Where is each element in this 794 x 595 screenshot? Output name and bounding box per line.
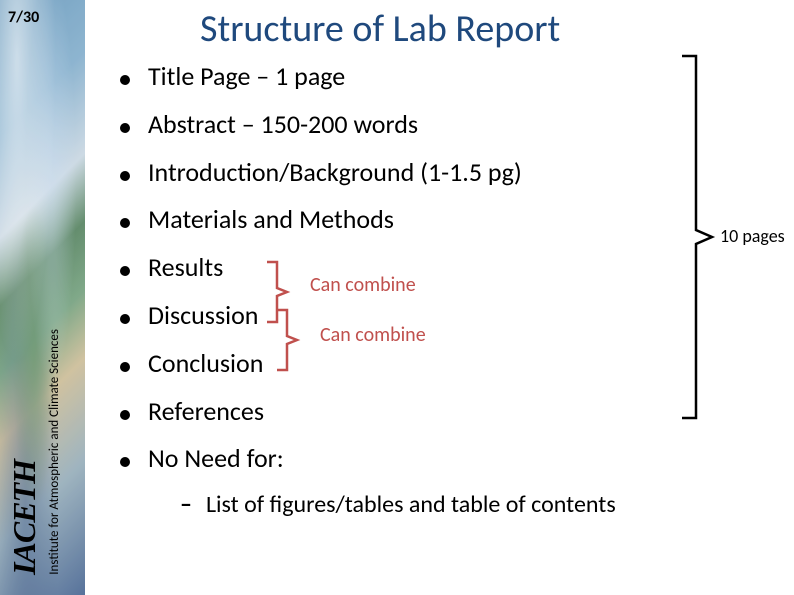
bullet-dot bbox=[120, 266, 130, 276]
logo-text: IACETH bbox=[6, 460, 43, 575]
combine-label-2: Can combine bbox=[320, 323, 426, 347]
sidebar-text: IACETH Institute for Atmospheric and Cli… bbox=[6, 329, 62, 575]
bullet-dot bbox=[120, 362, 130, 372]
bullet-item: Title Page – 1 page bbox=[120, 60, 774, 94]
bullet-dot bbox=[120, 123, 130, 133]
bullet-dot bbox=[120, 171, 130, 181]
bullet-text: No Need for: bbox=[148, 442, 284, 476]
slide-title: Structure of Lab Report bbox=[200, 6, 560, 52]
bracket-discussion-conclusion bbox=[275, 308, 305, 372]
bullet-item: Abstract – 150-200 words bbox=[120, 108, 774, 142]
bullet-text: Introduction/Background (1-1.5 pg) bbox=[148, 156, 522, 190]
bullet-item: Discussion bbox=[120, 299, 774, 333]
bullet-item: Introduction/Background (1-1.5 pg) bbox=[120, 156, 774, 190]
bracket-ten-pages bbox=[680, 54, 720, 420]
bullet-item: Conclusion bbox=[120, 347, 774, 381]
combine-label-1: Can combine bbox=[310, 273, 416, 297]
bullet-text: Title Page – 1 page bbox=[148, 60, 345, 94]
bullet-text: Materials and Methods bbox=[148, 203, 394, 237]
bullet-text: Abstract – 150-200 words bbox=[148, 108, 418, 142]
bullet-dot bbox=[120, 457, 130, 467]
bullet-dot bbox=[120, 410, 130, 420]
dash-icon: – bbox=[180, 490, 192, 519]
bullet-item: References bbox=[120, 395, 774, 429]
pages-annotation: 10 pages bbox=[720, 225, 785, 247]
bullet-dot bbox=[120, 218, 130, 228]
bullet-text: References bbox=[148, 395, 264, 429]
bullet-dot bbox=[120, 314, 130, 324]
page-number: 7/30 bbox=[8, 8, 39, 27]
institute-text: Institute for Atmospheric and Climate Sc… bbox=[47, 329, 62, 575]
sub-bullet-text: List of figures/tables and table of cont… bbox=[206, 490, 616, 519]
content-area: Title Page – 1 page Abstract – 150-200 w… bbox=[120, 60, 774, 519]
bullet-dot bbox=[120, 75, 130, 85]
bullet-item: Materials and Methods bbox=[120, 203, 774, 237]
bullet-text: Conclusion bbox=[148, 347, 263, 381]
sub-bullet-item: – List of figures/tables and table of co… bbox=[180, 490, 774, 519]
bullet-text: Results bbox=[148, 251, 223, 285]
bullet-text: Discussion bbox=[148, 299, 258, 333]
bullet-item: Results bbox=[120, 251, 774, 285]
bullet-item: No Need for: bbox=[120, 442, 774, 476]
